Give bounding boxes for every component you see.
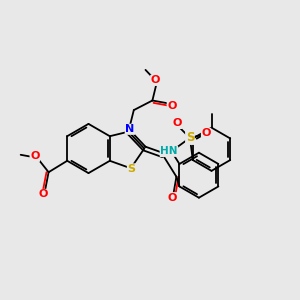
Text: O: O — [201, 128, 211, 138]
Text: O: O — [167, 101, 177, 111]
Text: S: S — [128, 164, 135, 174]
Text: O: O — [151, 75, 160, 85]
Text: O: O — [30, 151, 40, 161]
Text: HN: HN — [160, 146, 178, 156]
Text: O: O — [172, 118, 182, 128]
Text: O: O — [167, 193, 177, 203]
Text: N: N — [125, 124, 134, 134]
Text: N: N — [161, 146, 170, 157]
Text: S: S — [186, 131, 194, 144]
Text: O: O — [39, 189, 48, 200]
